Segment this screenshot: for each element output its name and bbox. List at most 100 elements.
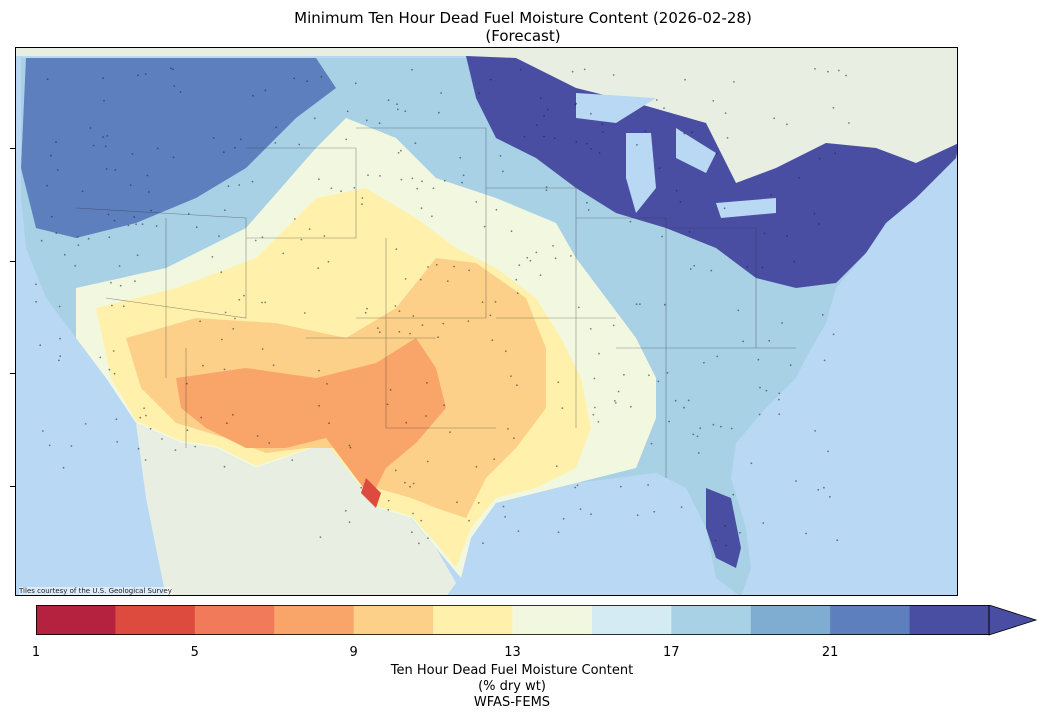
station-marker (475, 465, 478, 468)
station-marker (636, 514, 639, 517)
station-marker (39, 344, 42, 347)
colorbar-cell (512, 605, 593, 635)
station-marker (817, 488, 820, 491)
chart-title: Minimum Ten Hour Dead Fuel Moisture Cont… (0, 9, 1046, 45)
station-marker (172, 156, 175, 159)
station-marker (557, 381, 560, 384)
station-marker (612, 74, 615, 76)
station-marker (323, 235, 326, 237)
station-marker (108, 368, 111, 371)
station-marker (442, 322, 445, 325)
station-marker (318, 178, 320, 181)
station-marker (781, 322, 783, 324)
station-marker (557, 531, 560, 534)
station-marker (35, 300, 37, 303)
station-marker (40, 239, 43, 242)
station-marker (264, 89, 267, 92)
station-marker (647, 484, 649, 486)
station-marker (786, 235, 788, 237)
station-marker (293, 77, 296, 80)
great-lakes (576, 93, 776, 218)
station-marker (768, 339, 771, 342)
station-marker (62, 466, 65, 469)
station-marker (232, 328, 235, 330)
colorbar-cell (274, 605, 355, 635)
station-marker (187, 213, 190, 215)
station-marker (294, 218, 296, 220)
station-marker (462, 174, 465, 177)
station-marker (419, 278, 422, 281)
station-marker (570, 255, 572, 257)
station-marker (318, 369, 320, 372)
station-marker (161, 438, 163, 440)
station-marker (629, 220, 632, 223)
station-marker (495, 208, 498, 211)
station-marker (327, 260, 330, 263)
station-marker (650, 442, 653, 445)
station-marker (674, 399, 677, 402)
station-marker (112, 350, 115, 352)
station-marker (598, 352, 600, 355)
station-marker (102, 136, 104, 138)
station-marker (513, 437, 515, 439)
station-marker (805, 532, 807, 535)
colorbar-extend-arrow (988, 605, 1038, 636)
station-marker (149, 427, 152, 430)
station-marker (221, 338, 223, 341)
station-marker (421, 324, 424, 326)
station-marker (545, 186, 548, 189)
station-marker (680, 506, 683, 508)
station-marker (113, 372, 116, 375)
station-marker (56, 169, 59, 171)
station-marker (845, 74, 847, 77)
station-marker (261, 348, 264, 350)
moisture-zone-21 (21, 58, 336, 238)
station-marker (220, 271, 223, 274)
station-marker (387, 509, 390, 511)
y-axis-tick (10, 148, 15, 149)
station-marker (583, 68, 586, 71)
station-marker (818, 223, 821, 225)
station-marker (586, 142, 588, 145)
y-axis-tick (10, 373, 15, 374)
station-marker (426, 460, 429, 463)
station-marker (518, 264, 521, 267)
station-marker (340, 190, 342, 193)
station-marker (360, 486, 363, 489)
station-marker (313, 117, 316, 120)
station-marker (710, 269, 713, 272)
colorbar-cell (591, 605, 672, 635)
station-marker (539, 274, 542, 276)
station-marker (394, 305, 397, 307)
station-marker (76, 236, 79, 238)
station-marker (655, 99, 658, 101)
station-marker (291, 459, 294, 461)
station-marker (575, 141, 578, 143)
station-marker (696, 435, 699, 438)
station-marker (238, 184, 241, 186)
station-marker (264, 301, 267, 304)
station-marker (361, 197, 364, 199)
station-marker (644, 130, 647, 133)
station-marker (345, 138, 348, 141)
colorbar-tick-label: 9 (349, 645, 358, 660)
station-marker (404, 278, 407, 280)
fuel-moisture-map[interactable] (15, 47, 958, 596)
station-marker (456, 501, 458, 504)
station-marker (145, 414, 147, 417)
station-marker (170, 67, 172, 70)
colorbar-label-line3: WFAS-FEMS (473, 695, 551, 710)
station-marker (99, 356, 102, 359)
station-marker (282, 252, 285, 255)
station-marker (234, 146, 236, 149)
station-marker (129, 184, 132, 187)
station-marker (526, 256, 529, 259)
station-marker (689, 268, 692, 270)
station-marker (426, 382, 428, 384)
station-marker (346, 110, 349, 113)
station-marker (579, 508, 582, 510)
moisture-zone-florida (706, 488, 741, 568)
station-marker (272, 364, 275, 367)
station-marker (146, 174, 149, 177)
station-marker (104, 145, 107, 148)
